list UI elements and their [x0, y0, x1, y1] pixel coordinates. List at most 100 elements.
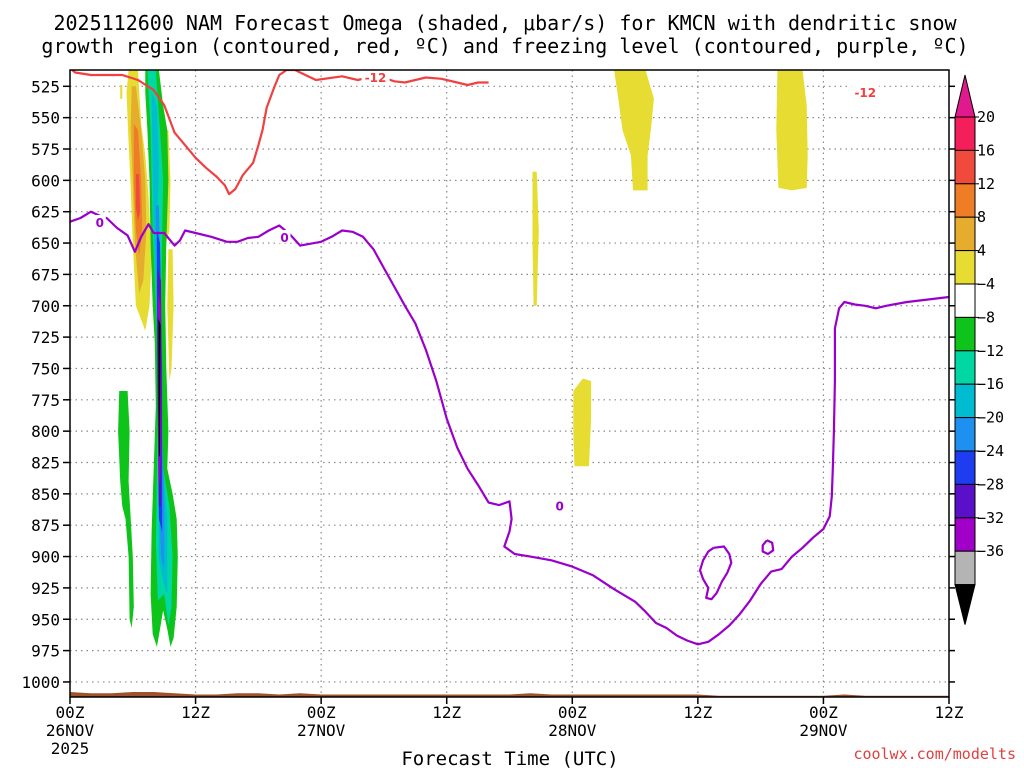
contour-label: 0 [556, 499, 564, 513]
contour-label-bg [93, 214, 106, 228]
terrain-fill [70, 692, 949, 697]
x-tick-label: 12Z [181, 703, 210, 722]
colorbar-swatch [954, 483, 976, 519]
y-tick-label: 600 [31, 171, 60, 190]
contour-label: -12 [854, 86, 876, 100]
omega-region [532, 171, 539, 306]
colorbar-label: −8 [977, 308, 995, 326]
colorbar-bottom-arrow [954, 584, 976, 625]
y-tick-label: 550 [31, 109, 60, 128]
x-axis-label: Forecast Time (UTC) [401, 748, 618, 768]
omega-region [776, 70, 808, 191]
y-tick-label: 900 [31, 548, 60, 567]
omega-region [167, 249, 174, 381]
colorbar-swatch [954, 350, 976, 385]
y-tick-label: 575 [31, 140, 60, 159]
contour-label-bg [553, 498, 566, 512]
colorbar-top-arrow [954, 74, 976, 118]
colorbar-swatch [954, 183, 976, 218]
colorbar-label: −28 [977, 475, 1004, 493]
y-tick-label: 750 [31, 359, 60, 378]
freezing-level-contour [70, 210, 949, 646]
y-tick-label: 925 [31, 579, 60, 598]
x-tick-label: 26NOV [46, 721, 95, 740]
x-tick-label: 29NOV [799, 721, 848, 740]
contour-label: 0 [280, 231, 288, 245]
colorbar-swatch [954, 450, 976, 485]
credit-link[interactable]: coolwx.com/modelts [853, 745, 1016, 763]
contour-label-bg [851, 85, 880, 99]
colorbar-label: −16 [977, 375, 1004, 393]
omega-region [120, 85, 123, 99]
plot-area: -12 -12 0 0 0 [70, 70, 949, 697]
contours: -12 -12 0 0 0 [70, 70, 949, 646]
colorbar-label: −4 [977, 275, 995, 293]
colorbar-label: 16 [977, 141, 995, 159]
x-tick-label: 12Z [935, 703, 964, 722]
colorbar-label: −24 [977, 442, 1004, 460]
y-tick-label: 975 [31, 642, 60, 661]
contour-label-bg [278, 230, 291, 244]
colorbar-label: −20 [977, 409, 1004, 427]
x-tick-label: 00Z [56, 703, 85, 722]
colorbar-label: −32 [977, 509, 1004, 527]
y-tick-label: 650 [31, 234, 60, 253]
y-tick-label: 675 [31, 265, 60, 284]
y-tick-label: 700 [31, 297, 60, 316]
y-axis: 525 550 575 600 625 650 675 700 725 750 775 800 825 8… [21, 77, 955, 692]
colorbar-swatch [954, 283, 976, 318]
colorbar-label: 12 [977, 175, 995, 193]
colorbar-swatch [954, 216, 976, 252]
freezing-level-contour-closed [698, 545, 733, 601]
colorbar: 20 16 12 8 4 −4 −8 −12 −16 −20 −24 −28 −32 −36 [954, 74, 1004, 625]
y-tick-label: 525 [31, 77, 60, 96]
y-tick-label: 950 [31, 610, 60, 629]
y-tick-label: 800 [31, 422, 60, 441]
omega-region [573, 378, 592, 467]
x-tick-label: 12Z [432, 703, 461, 722]
x-tick-label: 12Z [683, 703, 712, 722]
y-tick-label: 625 [31, 203, 60, 222]
x-tick-label: 00Z [809, 703, 838, 722]
y-tick-label: 775 [31, 391, 60, 410]
omega-region [151, 92, 168, 595]
omega-region [614, 70, 654, 191]
colorbar-label: −12 [977, 342, 1004, 360]
x-tick-label: 28NOV [548, 721, 597, 740]
freezing-level-contour-closed [761, 539, 775, 556]
chart-title-line-1: 2025112600 NAM Forecast Omega (shaded, μ… [53, 11, 957, 35]
omega-shading [118, 70, 808, 647]
colorbar-swatch [954, 417, 976, 452]
x-tick-label: 00Z [558, 703, 587, 722]
contour-label-bg [361, 70, 390, 84]
y-tick-label: 850 [31, 485, 60, 504]
omega-region [135, 174, 141, 221]
y-tick-label: 725 [31, 328, 60, 347]
terrain [70, 692, 949, 697]
x-tick-label: 00Z [307, 703, 336, 722]
omega-region [118, 391, 134, 628]
y-tick-label: 825 [31, 454, 60, 473]
colorbar-swatch [954, 383, 976, 419]
colorbar-swatch [954, 149, 976, 185]
y-tick-label: 875 [31, 516, 60, 535]
x-tick-label: 27NOV [297, 721, 346, 740]
colorbar-swatch [954, 116, 976, 151]
dgz-contour-minus12 [71, 70, 489, 196]
colorbar-swatch [954, 550, 976, 586]
omega-region [158, 318, 161, 457]
chart-title-line-2: growth region (contoured, red, ºC) and f… [41, 34, 968, 58]
colorbar-swatch [954, 517, 976, 552]
contour-label: 0 [96, 216, 104, 230]
plot-frame [69, 69, 950, 698]
colorbar-label: −36 [977, 542, 1004, 560]
colorbar-swatch [954, 250, 976, 285]
colorbar-label: 20 [977, 108, 995, 126]
colorbar-label: 8 [977, 208, 986, 226]
y-tick-label: 1000 [21, 673, 60, 692]
colorbar-swatch [954, 316, 976, 352]
contour-label: -12 [365, 71, 387, 85]
colorbar-label: 4 [977, 242, 986, 260]
